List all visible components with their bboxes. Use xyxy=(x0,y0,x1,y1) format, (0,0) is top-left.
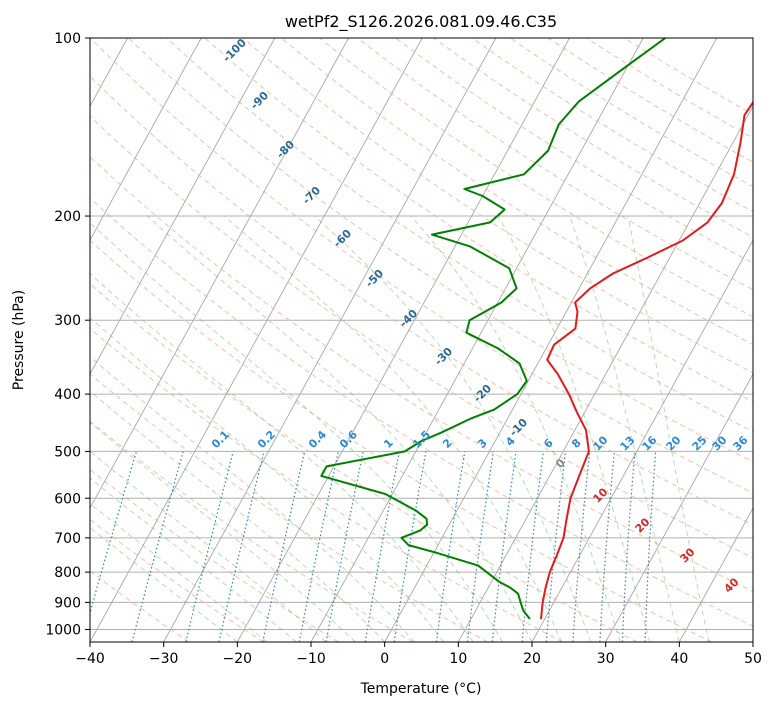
mixing-ratio-line xyxy=(466,451,494,642)
x-tick-label: 10 xyxy=(449,651,467,667)
moist-adiabat-line xyxy=(90,390,386,642)
y-tick-label: 900 xyxy=(54,595,81,611)
dry-adiabat-line xyxy=(90,373,488,642)
x-axis-ticks: −40 −30 −20 −10 0 10 20 30 40 50 xyxy=(75,642,762,667)
plot-frame xyxy=(89,37,754,643)
y-axis-ticks: 100 200 300 400 500 600 700 800 900 1000 xyxy=(45,31,90,638)
moist-adiabat-line xyxy=(90,421,356,642)
isotherm-line xyxy=(90,38,276,376)
mixing-ratio-line xyxy=(90,451,137,615)
moist-adiabat-line xyxy=(90,317,444,642)
y-tick-label: 1000 xyxy=(45,622,81,638)
x-tick-label: −30 xyxy=(149,651,179,667)
moist-adiabat-line xyxy=(146,215,533,642)
x-tick-label: 40 xyxy=(670,651,688,667)
isotherm-line xyxy=(605,373,753,642)
dry-adiabat-line xyxy=(318,38,753,318)
moist-adiabat-line xyxy=(90,221,503,642)
dry-adiabat-line xyxy=(90,570,190,642)
dry-adiabat-line xyxy=(90,468,339,642)
dry-adiabat-line xyxy=(90,197,753,627)
y-tick-label: 100 xyxy=(54,31,81,47)
x-tick-label: 30 xyxy=(597,651,615,667)
dry-adiabat-line xyxy=(90,420,414,642)
y-tick-label: 600 xyxy=(54,491,81,507)
y-tick-label: 200 xyxy=(54,209,81,225)
x-tick-label: −10 xyxy=(296,651,326,667)
isotherm-line xyxy=(90,38,202,242)
mixing-ratio-line xyxy=(218,451,265,642)
moist-adiabat-line xyxy=(90,450,327,642)
x-tick-label: −20 xyxy=(223,651,253,667)
isotherm-line xyxy=(90,38,349,509)
moist-adiabat-line xyxy=(497,215,651,642)
isotherm-line xyxy=(90,38,423,642)
background-lines xyxy=(90,38,753,642)
x-tick-label: 50 xyxy=(744,651,762,667)
y-tick-label: 500 xyxy=(54,444,81,460)
chart-title: wetPf2_S126.2026.081.09.46.C35 xyxy=(285,12,557,32)
mixing-ratio-line xyxy=(393,451,427,642)
moist-adiabat-line xyxy=(314,215,592,642)
dry-adiabat-line xyxy=(166,38,753,433)
mixing-ratio-line xyxy=(521,451,544,642)
mixing-ratio-line xyxy=(491,451,517,642)
y-tick-label: 400 xyxy=(54,387,81,403)
x-axis-label: Temperature (°C) xyxy=(360,681,482,697)
moist-adiabat-line xyxy=(90,272,474,642)
isotherm-line xyxy=(678,507,753,642)
dry-adiabat-line xyxy=(90,283,638,642)
dry-adiabat-line xyxy=(90,38,753,494)
moist-adiabat-line xyxy=(90,502,268,642)
mixing-ratio-line xyxy=(185,451,234,642)
dry-adiabat-line xyxy=(242,38,753,374)
mixing-ratio-line xyxy=(131,451,184,642)
y-tick-label: 800 xyxy=(54,565,81,581)
moist-adiabat-line xyxy=(410,215,621,642)
mixing-ratio-line xyxy=(545,451,567,642)
dry-adiabat-line xyxy=(90,239,712,642)
y-tick-label: 700 xyxy=(54,531,81,547)
moist-adiabat-line xyxy=(569,215,680,642)
moist-adiabat-line xyxy=(223,215,562,642)
y-axis-label: Pressure (hPa) xyxy=(11,290,27,390)
mixing-ratio-line xyxy=(435,451,466,642)
isotherm-line xyxy=(163,38,497,642)
dry-adiabat-line xyxy=(90,115,753,559)
data-series xyxy=(320,38,753,620)
moist-adiabat-line xyxy=(627,215,710,642)
isotherm-line xyxy=(384,38,718,642)
x-tick-label: −40 xyxy=(75,651,105,667)
dry-adiabat-line xyxy=(90,518,264,642)
isotherm-line xyxy=(236,38,570,642)
moist-adiabat-line xyxy=(90,355,415,642)
x-tick-label: 20 xyxy=(523,651,541,667)
dewpoint-profile-line xyxy=(320,38,666,620)
x-tick-label: 0 xyxy=(380,651,389,667)
isotherm-line xyxy=(531,239,753,642)
moist-adiabat-line xyxy=(90,477,297,642)
y-tick-label: 300 xyxy=(54,313,81,329)
dry-adiabat-line xyxy=(90,156,753,593)
temperature-profile-line xyxy=(540,100,753,620)
